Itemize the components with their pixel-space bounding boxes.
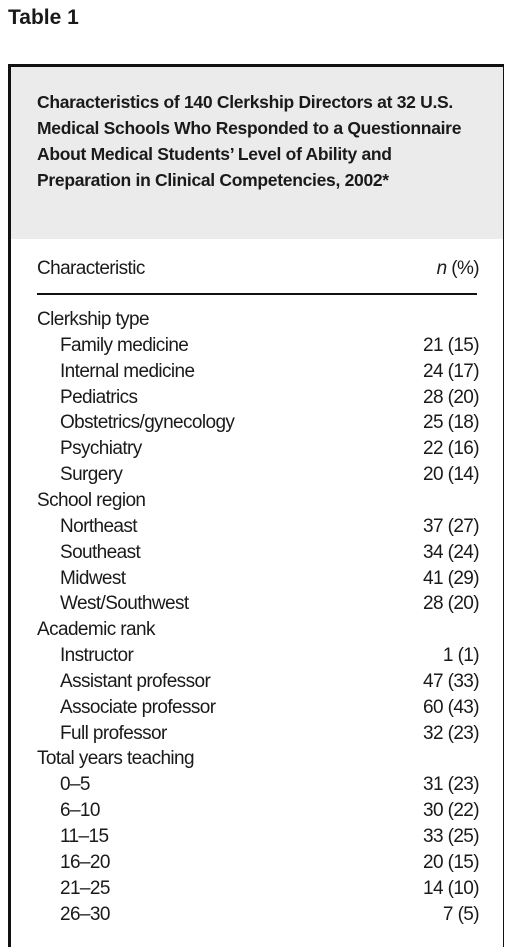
row-value: 24 (17) (422, 360, 480, 382)
row-label: 0–5 (60, 774, 91, 796)
row-value: 31 (23) (422, 774, 480, 796)
row-value: 25 (18) (422, 412, 480, 434)
column-header: n (%) (436, 258, 480, 280)
row-label: 21–25 (60, 877, 110, 899)
row-label: Surgery (60, 464, 123, 486)
row-label: 6–10 (60, 800, 100, 822)
row-label: 16–20 (60, 851, 110, 873)
row-label: Psychiatry (60, 438, 142, 460)
row-value: 32 (23) (422, 722, 480, 744)
row-value: 60 (43) (422, 696, 480, 718)
group-label: School region (37, 489, 146, 511)
row-value: 47 (33) (422, 670, 480, 692)
row-label: 11–15 (60, 826, 109, 847)
group-label: Academic rank (37, 619, 155, 641)
column-header-rest: (%) (451, 258, 479, 279)
row-value: 1 (1) (442, 645, 480, 667)
row-label: 26–30 (60, 903, 110, 925)
header-rule (37, 293, 477, 295)
column-header: Characteristic (37, 258, 145, 279)
row-value: 20 (14) (422, 464, 480, 486)
row-label: Family medicine (60, 334, 189, 356)
row-label: Associate professor (60, 696, 216, 718)
column-header-italic: n (436, 258, 448, 279)
row-value: 37 (27) (422, 515, 480, 537)
row-label: West/Southwest (60, 593, 189, 615)
row-value: 7 (5) (442, 903, 480, 925)
row-value: 20 (15) (422, 851, 480, 873)
group-label: Total years teaching (37, 748, 195, 770)
heading: Table 1 (8, 6, 79, 29)
row-label: Full professor (60, 722, 167, 744)
row-label: Instructor (60, 645, 134, 667)
row-label: Northeast (60, 515, 138, 537)
row-label: Internal medicine (60, 360, 195, 382)
row-value: 28 (20) (422, 386, 480, 408)
table-box: Characteristics of 140 Clerkship Directo… (8, 64, 504, 947)
row-label: Southeast (60, 541, 141, 563)
row-value: 21 (15) (422, 334, 480, 356)
row-label: Assistant professor (60, 670, 211, 692)
row-value: 28 (20) (422, 593, 480, 615)
title-band: Characteristics of 140 Clerkship Directo… (11, 67, 503, 239)
row-label: Midwest (60, 567, 126, 589)
row-value: 30 (22) (422, 800, 480, 822)
row-label: Pediatrics (60, 386, 138, 408)
group-label: Clerkship type (37, 309, 150, 330)
table-title: Characteristics of 140 Clerkship Directo… (37, 92, 462, 190)
row-value: 41 (29) (422, 567, 480, 589)
row-value: 34 (24) (422, 541, 480, 563)
row-label: Obstetrics/gynecology (60, 412, 235, 434)
row-value: 33 (25) (422, 826, 480, 847)
row-value: 14 (10) (422, 877, 480, 899)
row-value: 22 (16) (422, 438, 480, 460)
